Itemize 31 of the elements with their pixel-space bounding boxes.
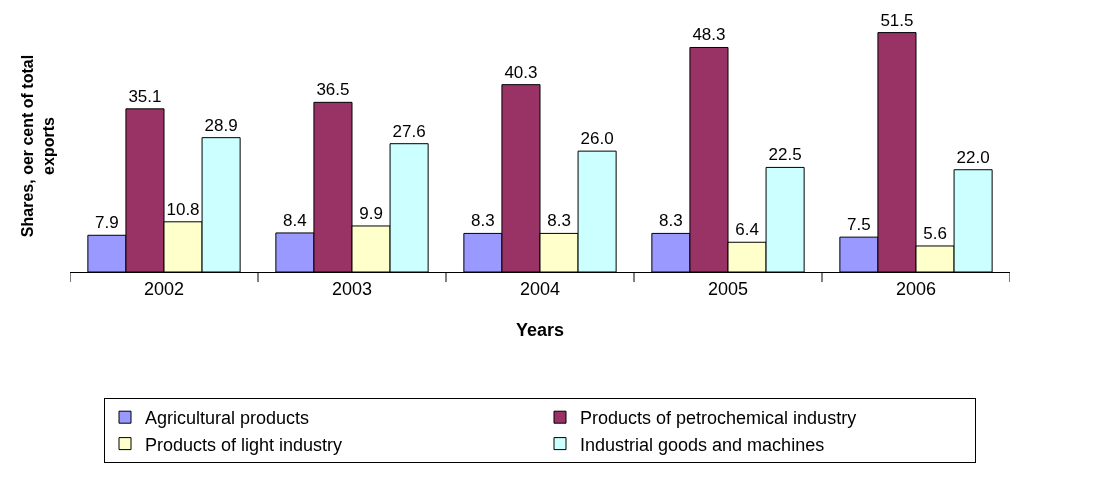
x-tick-label: 2003 xyxy=(331,278,373,299)
x-tick-label: 2004 xyxy=(519,278,561,299)
data-label: 10.8 xyxy=(166,199,200,219)
legend-label: Products of light industry xyxy=(145,434,343,455)
data-label: 8.3 xyxy=(659,211,683,231)
y-axis-title: Shares, oer cent of total exports xyxy=(19,54,57,238)
data-label: 36.5 xyxy=(316,80,350,100)
data-label: 8.3 xyxy=(547,211,571,231)
x-tick-label: 2005 xyxy=(707,278,749,299)
x-axis-title: Years xyxy=(515,319,565,340)
data-label: 28.9 xyxy=(204,115,238,135)
x-tick-label: 2006 xyxy=(895,278,937,299)
data-label: 7.5 xyxy=(847,215,871,235)
data-label: 48.3 xyxy=(692,25,726,45)
data-label: 22.5 xyxy=(768,145,802,165)
data-label: 5.6 xyxy=(923,223,947,243)
data-label: 26.0 xyxy=(580,129,614,149)
data-label: 7.9 xyxy=(95,213,119,233)
legend-label: Industrial goods and machines xyxy=(580,434,825,455)
data-label: 35.1 xyxy=(128,86,162,106)
data-label: 8.3 xyxy=(471,211,495,231)
legend-label: Agricultural products xyxy=(145,408,310,429)
data-label: 6.4 xyxy=(735,220,759,240)
data-label: 27.6 xyxy=(392,121,426,141)
data-label: 40.3 xyxy=(504,62,538,82)
data-label: 22.0 xyxy=(956,147,990,167)
data-label: 8.4 xyxy=(283,210,307,230)
data-label: 9.9 xyxy=(359,203,383,223)
legend-label: Products of petrochemical industry xyxy=(580,408,857,429)
data-label: 51.5 xyxy=(880,10,914,30)
x-tick-label: 2002 xyxy=(143,278,185,299)
